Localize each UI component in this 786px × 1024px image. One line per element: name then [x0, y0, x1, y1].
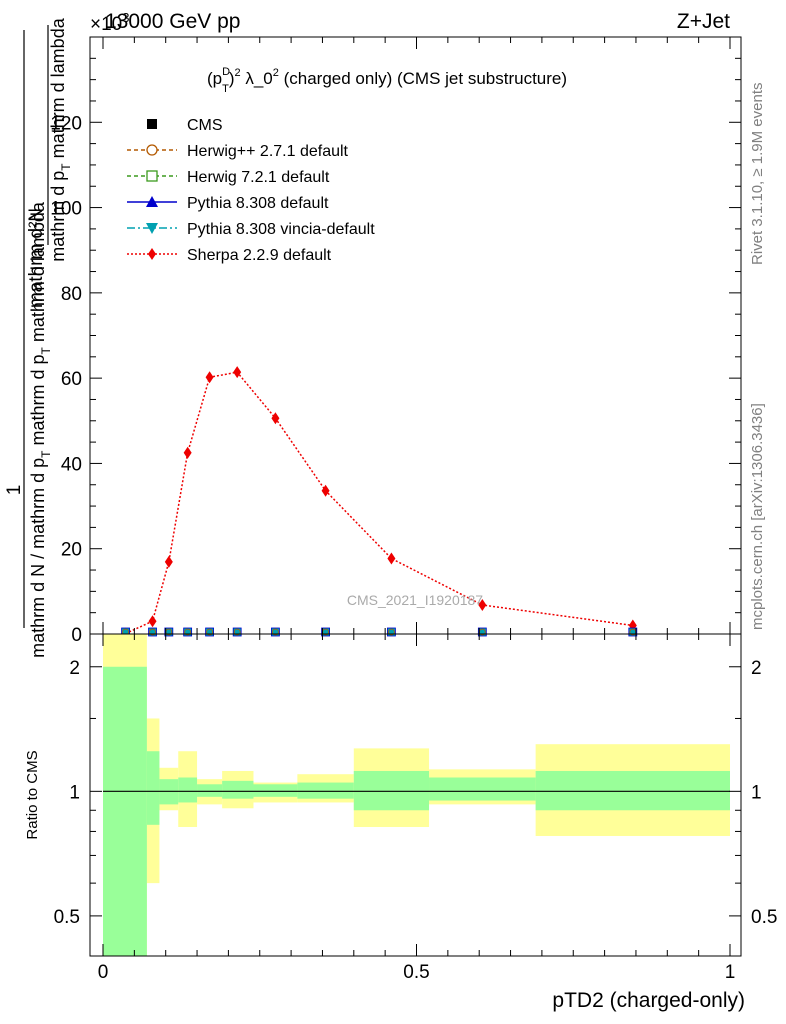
- x-tick-label: 0.5: [403, 962, 429, 983]
- ratio-stat-band-bin: [222, 780, 254, 799]
- ratio-stat-band-bin: [197, 784, 223, 797]
- ratio-plot-data: [103, 634, 730, 956]
- svg-text:mathrm d²N: mathrm d²N: [26, 208, 47, 308]
- herwig-point: [233, 628, 241, 636]
- main-y-tick-label: 100: [50, 199, 82, 220]
- cms-point: [477, 627, 487, 637]
- main-y-tick-label: 40: [61, 454, 82, 475]
- sherpa-point: [387, 552, 396, 565]
- sherpa-point: [233, 366, 242, 379]
- cms-point: [387, 627, 396, 637]
- cms-point: [271, 627, 280, 637]
- legend-label: CMS: [187, 117, 223, 134]
- svg-text:mathrm d pT mathrm d lambda: mathrm d pT mathrm d lambda: [48, 17, 73, 261]
- sherpa-point: [271, 412, 280, 425]
- legend-label: Herwig 7.2.1 default: [187, 169, 330, 186]
- ratio-y-tick-label-right: 1: [751, 782, 762, 803]
- ratio-stat-band-bin: [178, 777, 198, 803]
- x-tick-label: 1: [725, 962, 736, 983]
- herwig-point: [388, 628, 395, 636]
- header-right-label: Z+Jet: [677, 10, 730, 33]
- ratio-plot-frame: [89, 633, 742, 957]
- main-y-axis-label: mathrm d²N mathrm d pT mathrm d lambda 1…: [4, 17, 73, 658]
- ratio-stat-band-bin: [429, 777, 536, 801]
- cms-point: [321, 627, 330, 637]
- y-exponent-value: 3: [122, 10, 129, 25]
- legend-marker: [146, 170, 158, 182]
- sherpa-point: [478, 599, 487, 612]
- legend-label: Pythia 8.308 vincia-default: [187, 221, 375, 238]
- cms-point: [232, 627, 242, 637]
- y-exponent-prefix: ×10: [90, 14, 122, 35]
- ratio-y-tick-label-left: 2: [69, 658, 80, 679]
- ratio-y-axis-label: Ratio to CMS: [24, 750, 41, 839]
- analysis-watermark: CMS_2021_I1920187: [347, 592, 483, 608]
- ratio-y-tick-label-left: 1: [69, 782, 80, 803]
- herwig-point: [184, 628, 192, 636]
- herwig-point: [149, 628, 156, 636]
- sherpa-point: [148, 615, 157, 628]
- svg-text:1: 1: [4, 485, 25, 496]
- rivet-version-label: Rivet 3.1.10, ≥ 1.9M events: [749, 83, 766, 266]
- ratio-stat-band-bin: [353, 770, 430, 811]
- main-plot-ticks: 0 20 40 60 80 100 120: [50, 37, 741, 646]
- main-y-tick-label: 0: [71, 625, 82, 646]
- legend-label: Pythia 8.308 default: [187, 195, 329, 212]
- legend-marker: [146, 196, 158, 207]
- cms-point: [205, 627, 214, 637]
- sherpa-point: [205, 371, 214, 384]
- legend-marker: [146, 144, 158, 156]
- legend-label: Sherpa 2.2.9 default: [187, 247, 332, 264]
- cms-point: [183, 627, 193, 637]
- mcplots-label: mcplots.cern.ch [arXiv:1306.3436]: [749, 403, 766, 630]
- herwig-point: [272, 628, 279, 636]
- x-tick-label: 0: [98, 962, 109, 983]
- main-y-tick-label: 120: [50, 113, 82, 134]
- main-y-tick-label: 20: [61, 540, 82, 561]
- x-axis-label: pTD2 (charged-only): [552, 989, 745, 1012]
- legend-marker: [147, 119, 157, 129]
- cms-point: [628, 627, 638, 637]
- ratio-y-tick-label-left: 0.5: [54, 907, 80, 928]
- ratio-y-tick-label-right: 0.5: [751, 907, 777, 928]
- ratio-plot-panel: 0.5 0.5 1 1 2 2 0 0.5 1: [54, 633, 777, 983]
- ratio-stat-band-bin: [103, 666, 147, 956]
- main-plot-panel: 0 20 40 60 80 100 120 (pD T)2 λ_02 (charged onl…: [50, 36, 742, 646]
- legend: CMS Herwig++ 2.7.1 default Herwig 7.2.1 de…: [127, 117, 375, 264]
- cms-point: [148, 627, 157, 637]
- ratio-stat-band-bin: [297, 782, 354, 799]
- main-y-tick-label: 80: [61, 284, 82, 305]
- sherpa-point: [183, 446, 192, 459]
- ratio-y-tick-label-right: 2: [751, 658, 762, 679]
- svg-text:mathrm d N / mathrm d pT mathr: mathrm d N / mathrm d pT mathrm d pT mat…: [28, 201, 53, 658]
- ratio-stat-band-bin: [146, 751, 160, 825]
- legend-label: Herwig++ 2.7.1 default: [187, 143, 349, 160]
- y-exponent-label: ×103: [90, 10, 129, 35]
- cms-point: [164, 627, 174, 637]
- sherpa-point: [321, 484, 330, 497]
- main-y-tick-label: 60: [61, 369, 82, 390]
- herwig-point: [206, 628, 213, 636]
- sherpa-point: [164, 555, 173, 568]
- header-left-label: 13000 GeV pp: [105, 10, 240, 33]
- ratio-plot-ticks: 0.5 0.5 1 1 2 2 0 0.5 1: [54, 634, 777, 983]
- ratio-stat-band-bin: [535, 770, 730, 811]
- legend-marker: [148, 248, 156, 260]
- plot-title: (pD T)2 λ_02 (charged only) (CMS jet subs…: [207, 66, 567, 95]
- ratio-stat-band-bin: [253, 784, 298, 797]
- legend-marker: [146, 223, 158, 234]
